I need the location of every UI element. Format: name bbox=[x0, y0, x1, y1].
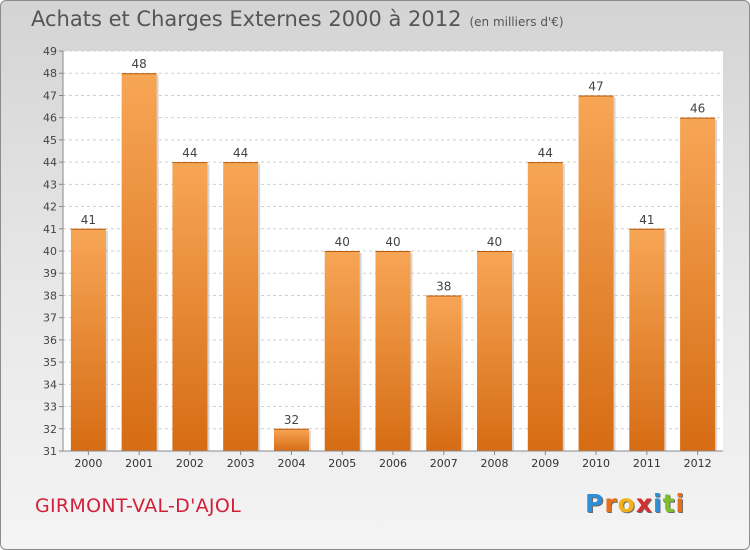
data-label: 41 bbox=[81, 213, 96, 227]
x-tick-label: 2008 bbox=[481, 457, 509, 470]
x-tick-label: 2011 bbox=[633, 457, 661, 470]
data-label: 44 bbox=[538, 146, 553, 160]
bar bbox=[172, 162, 208, 451]
x-tick-label: 2001 bbox=[125, 457, 153, 470]
y-tick-label: 33 bbox=[43, 401, 57, 414]
logo-letter: t bbox=[662, 489, 676, 518]
x-tick-label: 2005 bbox=[328, 457, 356, 470]
logo-letter: x bbox=[635, 489, 653, 518]
data-label: 47 bbox=[588, 79, 603, 93]
y-tick-label: 49 bbox=[43, 45, 57, 58]
x-tick-label: 2007 bbox=[430, 457, 458, 470]
data-label: 32 bbox=[284, 413, 299, 427]
x-tick-label: 2000 bbox=[74, 457, 102, 470]
y-tick-label: 47 bbox=[43, 89, 57, 102]
x-tick-label: 2002 bbox=[176, 457, 204, 470]
bar bbox=[477, 251, 513, 451]
y-tick-label: 48 bbox=[43, 67, 57, 80]
data-label: 48 bbox=[132, 57, 147, 71]
y-tick-label: 45 bbox=[43, 134, 57, 147]
logo-letter: i bbox=[653, 489, 663, 518]
y-tick-label: 32 bbox=[43, 423, 57, 436]
logo-letter: P bbox=[585, 489, 605, 518]
x-tick-label: 2009 bbox=[531, 457, 559, 470]
bar bbox=[223, 162, 259, 451]
unit-label: (en milliers d'€) bbox=[469, 15, 564, 29]
bar bbox=[426, 295, 462, 451]
bar bbox=[324, 251, 360, 451]
y-tick-label: 43 bbox=[43, 178, 57, 191]
data-label: 44 bbox=[233, 146, 248, 160]
y-tick-label: 41 bbox=[43, 223, 57, 236]
bar bbox=[527, 162, 563, 451]
x-tick-label: 2003 bbox=[227, 457, 255, 470]
bar bbox=[70, 228, 106, 451]
y-tick-label: 40 bbox=[43, 245, 57, 258]
data-label: 46 bbox=[690, 102, 705, 116]
title-text: Achats et Charges Externes 2000 à 2012 bbox=[31, 7, 462, 31]
logo-letter: r bbox=[604, 489, 618, 518]
data-label: 44 bbox=[182, 146, 197, 160]
bar bbox=[578, 95, 614, 451]
commune-name: GIRMONT-VAL-D'AJOL bbox=[35, 495, 241, 517]
x-tick-label: 2004 bbox=[277, 457, 305, 470]
y-tick-label: 46 bbox=[43, 112, 57, 125]
y-tick-label: 42 bbox=[43, 201, 57, 214]
data-label: 38 bbox=[436, 279, 451, 293]
bar bbox=[273, 428, 309, 451]
y-tick-label: 36 bbox=[43, 334, 57, 347]
data-label: 41 bbox=[639, 213, 654, 227]
y-tick-label: 37 bbox=[43, 312, 57, 325]
y-tick-label: 44 bbox=[43, 156, 57, 169]
logo-letter: o bbox=[617, 489, 636, 518]
proxiti-logo: Proxiti bbox=[585, 489, 685, 518]
data-label: 40 bbox=[385, 235, 400, 249]
y-tick-label: 38 bbox=[43, 289, 57, 302]
y-tick-label: 39 bbox=[43, 267, 57, 280]
y-tick-label: 31 bbox=[43, 445, 57, 458]
x-tick-label: 2010 bbox=[582, 457, 610, 470]
x-tick-label: 2012 bbox=[684, 457, 712, 470]
bar bbox=[121, 73, 157, 451]
bar bbox=[629, 228, 665, 451]
data-label: 40 bbox=[487, 235, 502, 249]
chart-title: Achats et Charges Externes 2000 à 2012 (e… bbox=[31, 7, 564, 31]
logo-letter: i bbox=[675, 489, 686, 518]
x-tick-label: 2006 bbox=[379, 457, 407, 470]
data-label: 40 bbox=[335, 235, 350, 249]
bar bbox=[375, 251, 411, 451]
y-tick-label: 34 bbox=[43, 378, 57, 391]
bar bbox=[680, 117, 716, 452]
y-tick-label: 35 bbox=[43, 356, 57, 369]
